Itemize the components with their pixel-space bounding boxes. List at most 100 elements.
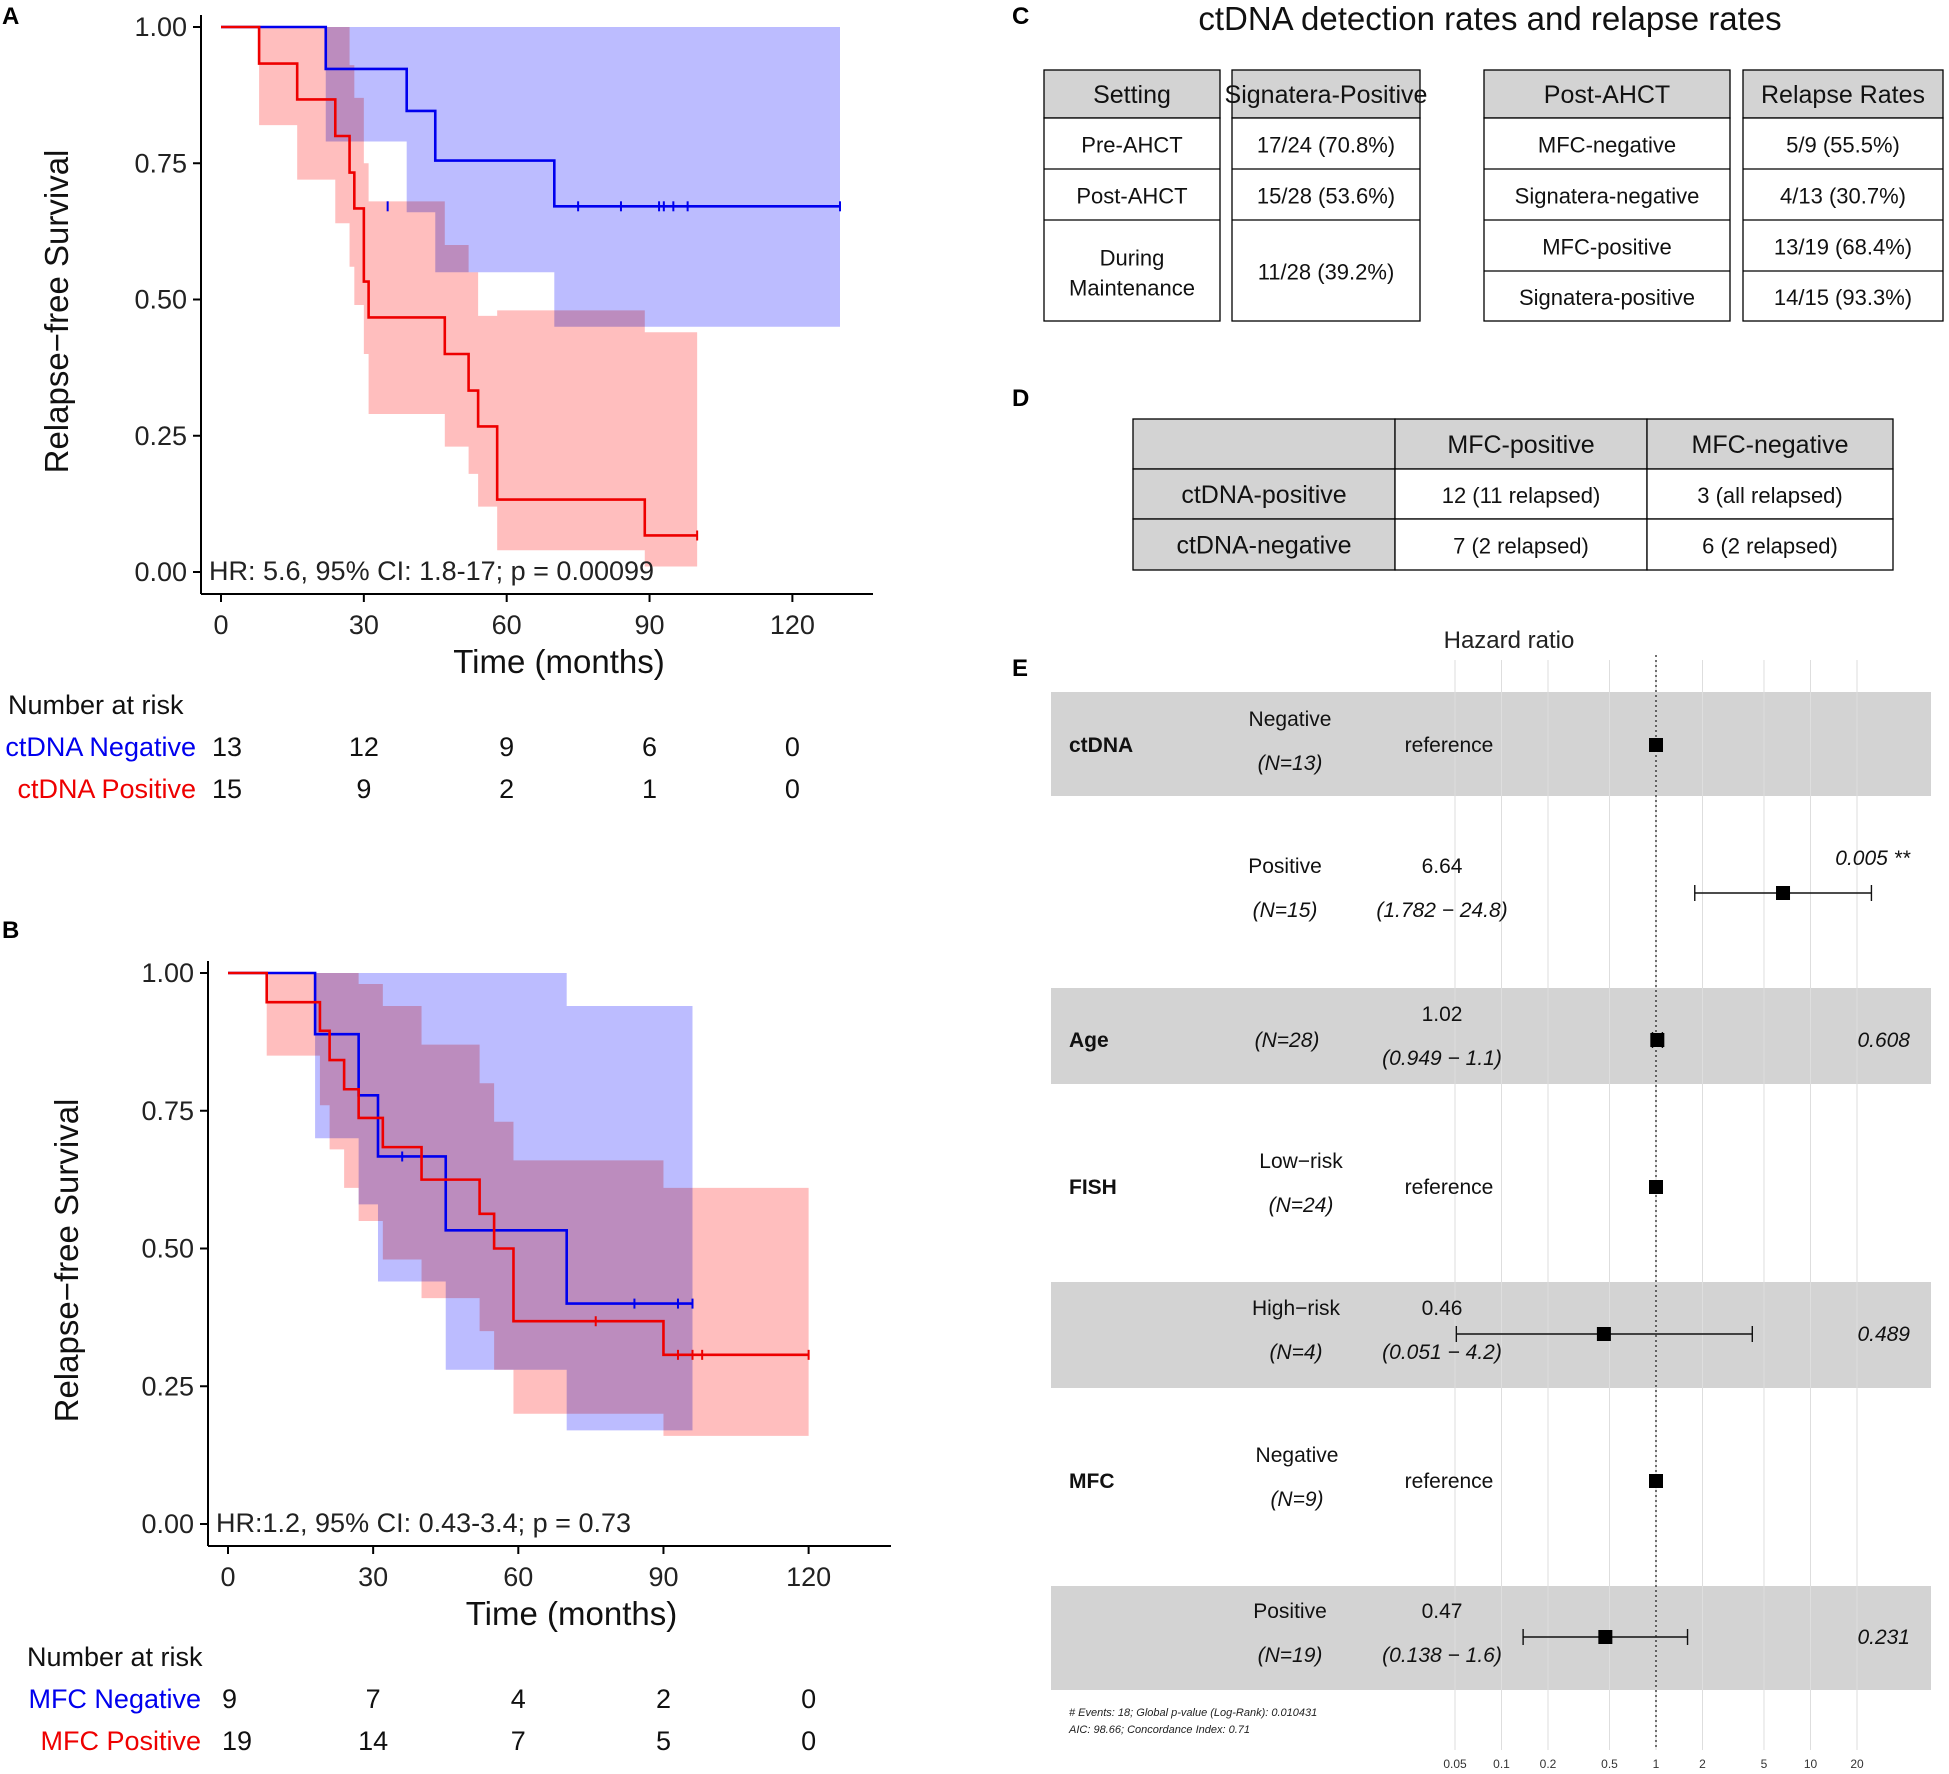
forest-variable: Age bbox=[1069, 1029, 1109, 1052]
forest-p-value: 0.005 ** bbox=[1835, 847, 1911, 870]
forest-n: (N=9) bbox=[1270, 1488, 1323, 1511]
forest-p-value: 0.489 bbox=[1857, 1323, 1910, 1346]
y-tick-label: 1.00 bbox=[141, 958, 194, 988]
forest-hr-marker bbox=[1596, 1327, 1611, 1341]
hr-annotation: HR: 5.6, 95% CI: 1.8-17; p = 0.00099 bbox=[209, 556, 654, 586]
table-c-cell: Maintenance bbox=[1069, 276, 1195, 301]
forest-hr-marker bbox=[1776, 886, 1791, 900]
forest-n: (N=19) bbox=[1258, 1644, 1323, 1667]
forest-p-value: 0.608 bbox=[1857, 1029, 1910, 1052]
forest-plot-e: Hazard ratio 0.05 0.1 0.2 0.5 1 2 5 10 20 ctDNA Neg… bbox=[1051, 627, 1931, 1771]
forest-hr-marker bbox=[1649, 1180, 1663, 1194]
survival-line-negative bbox=[221, 25, 840, 208]
risk-count: 4 bbox=[511, 1684, 526, 1714]
table-c-cell: 14/15 (93.3%) bbox=[1774, 285, 1912, 310]
forest-estimate: reference bbox=[1405, 1470, 1494, 1493]
forest-n: (N=4) bbox=[1269, 1341, 1322, 1364]
table-d-text: 7 (2 relapsed) bbox=[1453, 534, 1589, 559]
table-d-text: 3 (all relapsed) bbox=[1697, 483, 1843, 508]
forest-tick-label: 0.1 bbox=[1493, 1757, 1510, 1771]
ci-band-positive bbox=[221, 27, 698, 567]
survival-line-positive bbox=[228, 971, 809, 1357]
x-tick-label: 60 bbox=[503, 1562, 533, 1592]
forest-row-band bbox=[1051, 692, 1931, 796]
forest-tick-label: 1 bbox=[1653, 1757, 1660, 1771]
table-d-cell bbox=[1646, 418, 1894, 470]
panel-letter-a: A bbox=[2, 3, 19, 30]
risk-count: 2 bbox=[656, 1684, 671, 1714]
risk-count: 0 bbox=[801, 1726, 816, 1756]
forest-level: Positive bbox=[1253, 1600, 1327, 1623]
forest-ci: (0.138 − 1.6) bbox=[1382, 1644, 1502, 1667]
table-c-header-cell bbox=[1231, 69, 1421, 119]
forest-tick-label: 20 bbox=[1850, 1757, 1864, 1771]
forest-tick-label: 10 bbox=[1804, 1757, 1818, 1771]
table-c-cell: 15/28 (53.6%) bbox=[1257, 184, 1395, 209]
table-c-cell: 11/28 (39.2%) bbox=[1258, 260, 1395, 285]
forest-variable: MFC bbox=[1069, 1470, 1115, 1493]
risk-count: 0 bbox=[785, 732, 800, 762]
table-c-cell: 4/13 (30.7%) bbox=[1780, 184, 1906, 209]
risk-count: 7 bbox=[511, 1726, 526, 1756]
table-c-cell: MFC-negative bbox=[1538, 133, 1676, 158]
panel-letter-e: E bbox=[1012, 655, 1028, 682]
forest-estimate: 0.46 bbox=[1422, 1297, 1463, 1320]
table-c-header-left-0: Setting bbox=[1093, 81, 1171, 109]
forest-level: High−risk bbox=[1252, 1297, 1341, 1320]
x-tick-label: 30 bbox=[358, 1562, 388, 1592]
forest-ci: (0.051 − 4.2) bbox=[1382, 1341, 1502, 1364]
risk-count: 15 bbox=[212, 774, 242, 804]
forest-estimate: 6.64 bbox=[1422, 855, 1463, 878]
forest-footnote-1: # Events: 18; Global p-value (Log-Rank):… bbox=[1069, 1707, 1317, 1719]
risk-count: 9 bbox=[356, 774, 371, 804]
x-tick-label: 0 bbox=[220, 1562, 235, 1592]
risk-count: 1 bbox=[642, 774, 657, 804]
risk-count: 9 bbox=[222, 1684, 237, 1714]
table-c-cell: 17/24 (70.8%) bbox=[1257, 133, 1395, 158]
km-plot-a: 0.000.250.500.751.000 30 60 90 120Relapse−fr… bbox=[5, 12, 873, 804]
y-tick-label: 0.00 bbox=[134, 557, 187, 587]
forest-n: (N=13) bbox=[1258, 752, 1323, 775]
forest-tick-label: 5 bbox=[1761, 1757, 1768, 1771]
risk-row-label: MFC Positive bbox=[40, 1726, 201, 1756]
table-d-text: MFC-negative bbox=[1692, 431, 1849, 459]
table-c-cell: MFC-positive bbox=[1542, 235, 1672, 260]
y-axis-title: Relapse−free Survival bbox=[38, 150, 75, 474]
table-d: MFC-positive MFC-negative ctDNA-positive 12… bbox=[1132, 418, 1894, 571]
y-tick-label: 0.25 bbox=[141, 1371, 194, 1401]
risk-count: 13 bbox=[212, 732, 242, 762]
hr-annotation: HR:1.2, 95% CI: 0.43-3.4; p = 0.73 bbox=[216, 1508, 631, 1538]
table-c-header-cell bbox=[1483, 69, 1731, 119]
panel-letter-c: C bbox=[1012, 3, 1029, 30]
table-d-cell bbox=[1132, 518, 1396, 571]
forest-row-band bbox=[1051, 1586, 1931, 1690]
x-tick-label: 90 bbox=[635, 610, 665, 640]
table-c-cell: 13/19 (68.4%) bbox=[1774, 235, 1912, 260]
table-c-cell: Post-AHCT bbox=[1076, 184, 1187, 209]
table-c-header-right-0: Post-AHCT bbox=[1544, 81, 1670, 109]
forest-variable: FISH bbox=[1069, 1176, 1117, 1199]
risk-count: 6 bbox=[642, 732, 657, 762]
table-d-text: MFC-positive bbox=[1447, 431, 1594, 459]
forest-tick-label: 0.5 bbox=[1601, 1757, 1618, 1771]
risk-table-title: Number at risk bbox=[8, 690, 184, 720]
forest-estimate: reference bbox=[1405, 1176, 1494, 1199]
panel-letter-b: B bbox=[2, 917, 19, 944]
risk-count: 9 bbox=[499, 732, 514, 762]
risk-row-label: MFC Negative bbox=[28, 1684, 201, 1714]
risk-count: 12 bbox=[349, 732, 379, 762]
x-axis-title: Time (months) bbox=[453, 643, 664, 680]
table-c-header-right-1: Relapse Rates bbox=[1761, 81, 1925, 109]
forest-tick-label: 0.05 bbox=[1443, 1757, 1467, 1771]
forest-level: Negative bbox=[1249, 708, 1332, 731]
table-d-text: 12 (11 relapsed) bbox=[1442, 483, 1601, 508]
x-tick-label: 0 bbox=[213, 610, 228, 640]
table-c-cell: Signatera-positive bbox=[1519, 285, 1695, 310]
risk-count: 7 bbox=[366, 1684, 381, 1714]
y-tick-label: 0.25 bbox=[134, 421, 187, 451]
forest-footnote-2: AIC: 98.66; Concordance Index: 0.71 bbox=[1068, 1724, 1250, 1736]
y-tick-label: 0.50 bbox=[134, 285, 187, 315]
risk-count: 5 bbox=[656, 1726, 671, 1756]
table-c-header-left-1: Signatera-Positive bbox=[1225, 81, 1428, 109]
